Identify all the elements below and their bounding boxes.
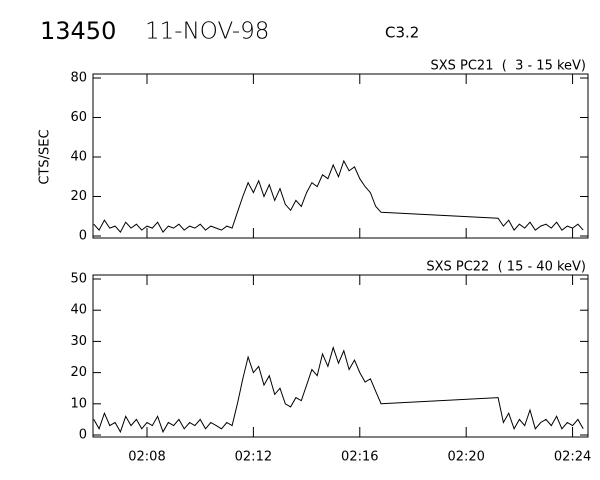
plot-frame: [92, 274, 589, 438]
y-tick-label: 30: [70, 334, 87, 349]
y-tick-label: 0: [79, 428, 87, 443]
y-tick-label: 10: [70, 396, 87, 411]
data-line: [93, 345, 584, 434]
x-tick-label: 02:12: [235, 450, 272, 465]
y-tick-label: 40: [70, 150, 87, 165]
y-tick-label: 60: [70, 110, 87, 125]
panel-title: SXS PC22 ( 15 - 40 keV): [426, 260, 586, 275]
y-tick-label: 20: [70, 365, 87, 380]
y-tick-label: 0: [79, 229, 87, 244]
x-tick-label: 02:08: [128, 450, 165, 465]
y-tick-label: 20: [70, 189, 87, 204]
y-axis-label: CTS/SEC: [38, 129, 53, 184]
data-line: [93, 159, 584, 233]
y-tick-label: 50: [70, 272, 87, 287]
x-tick-label: 02:20: [447, 450, 484, 465]
event-date: 11-NOV-98: [145, 19, 269, 45]
event-id: 13450: [40, 17, 116, 45]
plot-frame: [92, 73, 589, 239]
flare-class: C3.2: [385, 24, 419, 42]
x-tick-label: 02:16: [341, 450, 378, 465]
y-tick-label: 80: [70, 71, 87, 86]
y-tick-label: 40: [70, 303, 87, 318]
x-tick-label: 02:24: [554, 450, 591, 465]
panel-title: SXS PC21 ( 3 - 15 keV): [430, 59, 586, 74]
